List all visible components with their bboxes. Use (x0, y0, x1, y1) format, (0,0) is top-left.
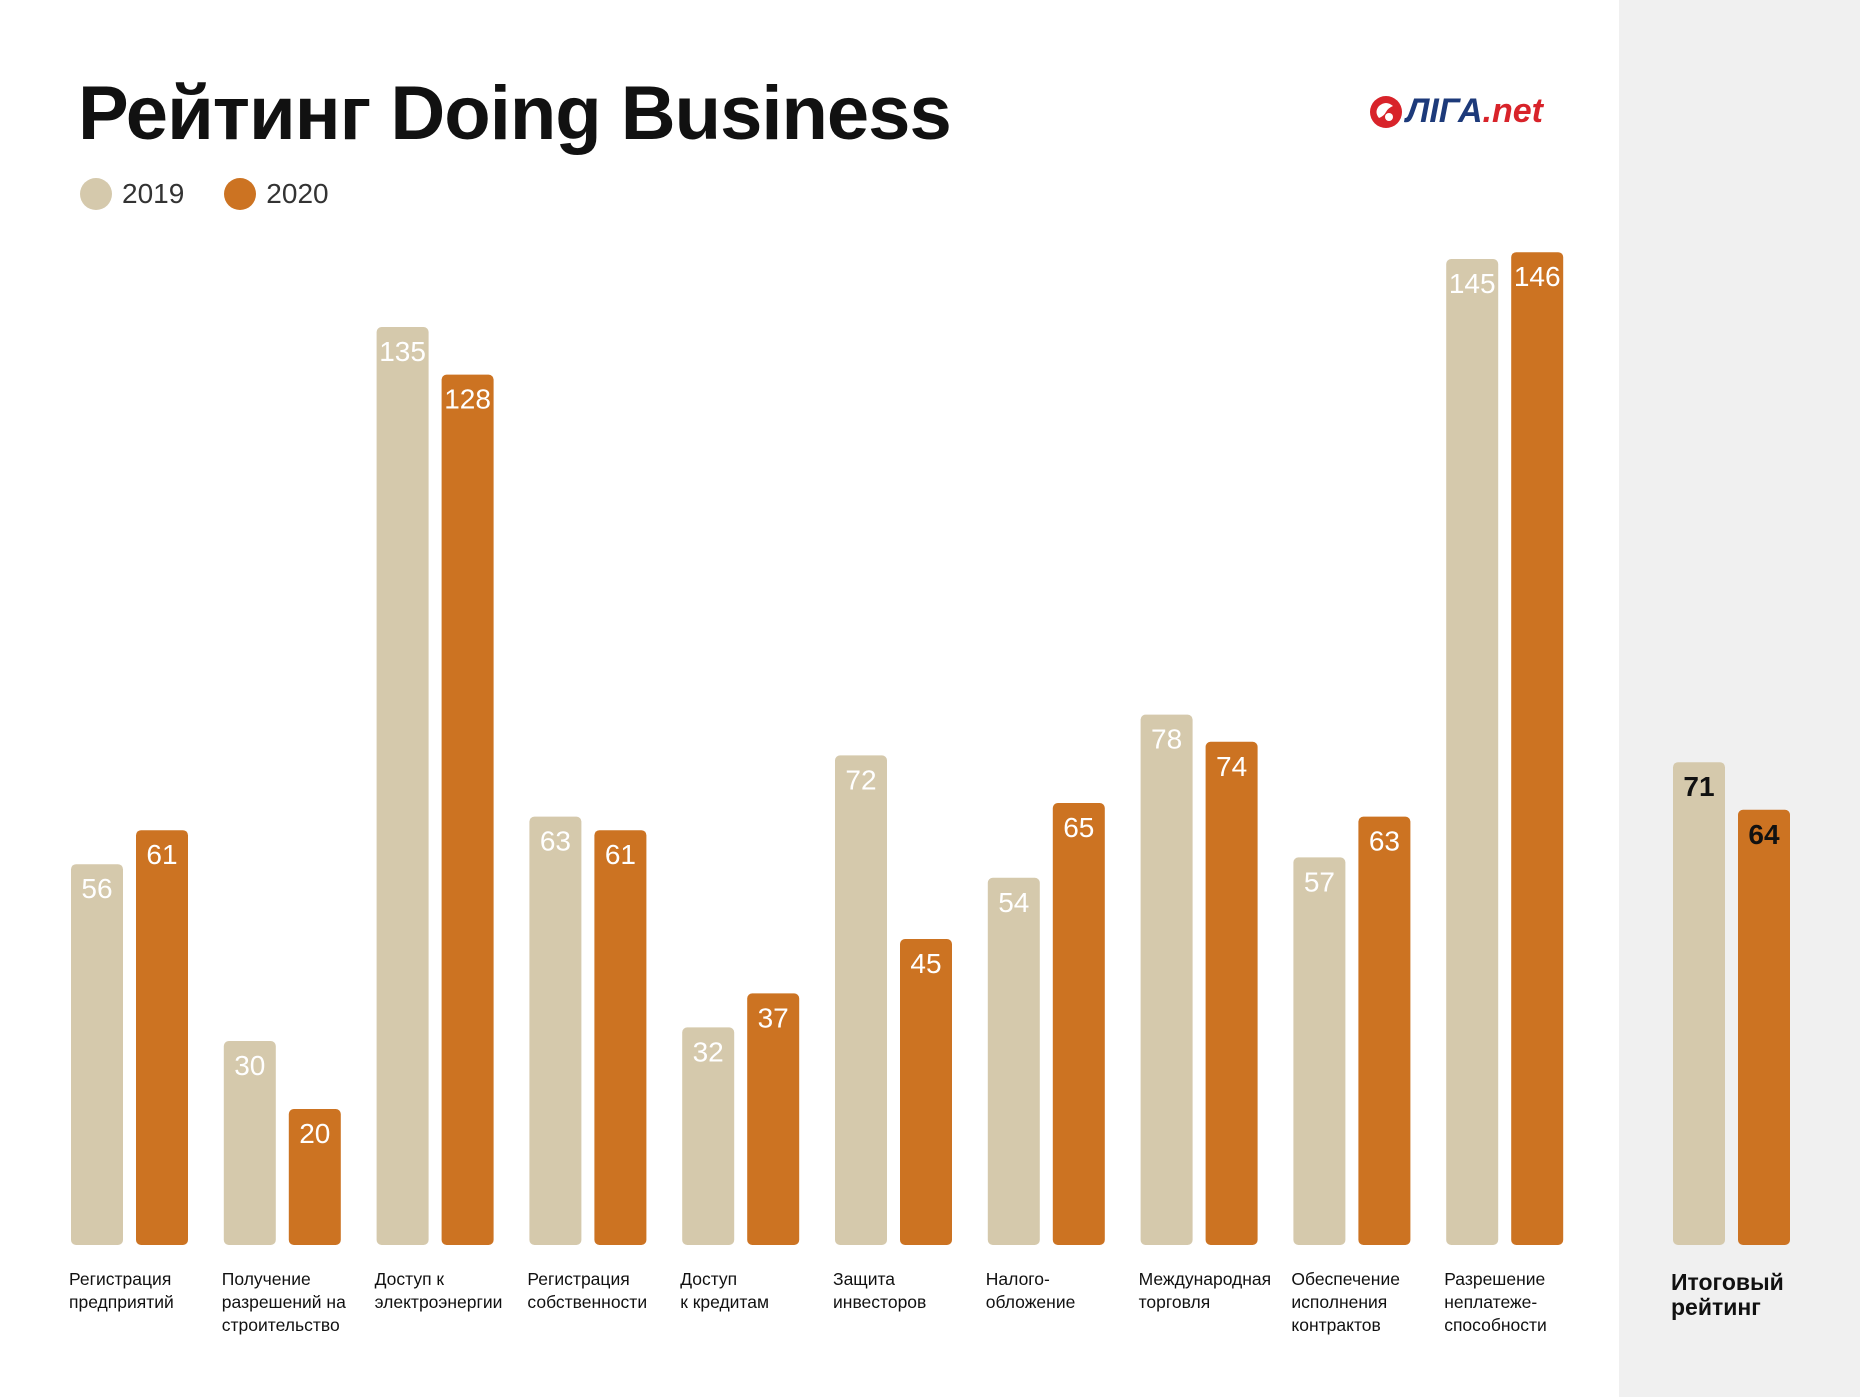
bar-2020-6 (1052, 803, 1105, 1245)
bar-label-2020-7: 74 (1216, 751, 1247, 782)
bar-label-2020-1: 20 (299, 1118, 330, 1149)
bar-2019-8 (1293, 857, 1346, 1245)
summary-label-2019: 71 (1683, 771, 1714, 802)
category-label-line: разрешений на (222, 1292, 346, 1312)
category-label-line: Защита (833, 1269, 895, 1289)
category-label-line: Налого- (986, 1269, 1050, 1289)
category-label-line: торговля (1139, 1292, 1211, 1312)
category-label-line: Разрешение (1444, 1269, 1545, 1289)
category-label-7: Международная торговля (1139, 1269, 1272, 1312)
category-label-1: Получение разрешений на строительство (222, 1269, 346, 1335)
bar-label-2019-9: 145 (1449, 268, 1496, 299)
bar-2019-6 (987, 877, 1040, 1245)
legend-item-2019: 2019 (80, 178, 184, 210)
bar-2020-3 (594, 830, 647, 1245)
category-label-6: Налого-обложение (986, 1269, 1076, 1312)
category-label-line: Регистрация (69, 1269, 171, 1289)
category-label-line: Регистрация (527, 1269, 629, 1289)
category-label-line: Получение (222, 1269, 311, 1289)
bar-2020-9 (1511, 252, 1564, 1245)
bar-label-2020-2: 128 (444, 384, 491, 415)
liga-logo: ЛІГА.net (1368, 92, 1543, 131)
bar-label-2019-1: 30 (234, 1050, 265, 1081)
category-label-line: контрактов (1291, 1315, 1380, 1335)
bar-2019-9 (1446, 259, 1499, 1245)
liga-logo-text: ЛІГА.net (1406, 92, 1543, 131)
liga-logo-accent: .net (1482, 92, 1543, 130)
summary-bar-2019 (1673, 762, 1725, 1245)
bar-label-2020-0: 61 (146, 839, 177, 870)
category-label-3: Регистрация собственности (527, 1269, 647, 1312)
summary-label-2020: 64 (1748, 819, 1780, 850)
legend-swatch-2020 (224, 178, 257, 210)
legend: 2019 2020 (80, 178, 369, 210)
category-label-line: строительство (222, 1315, 340, 1335)
bar-label-2019-0: 56 (81, 873, 112, 904)
legend-label-2019: 2019 (122, 178, 185, 209)
summary-label-line: Итоговый (1671, 1269, 1784, 1295)
category-label-line: Доступ к (375, 1269, 445, 1289)
bar-2019-5 (835, 755, 887, 1245)
legend-item-2020: 2020 (224, 178, 329, 210)
summary-category-label: Итоговый рейтинг (1671, 1269, 1784, 1320)
category-label-line: Международная (1139, 1269, 1272, 1289)
bar-label-2020-3: 61 (605, 839, 636, 870)
category-label-line: Обеспечение (1291, 1269, 1400, 1289)
bar-label-2019-3: 63 (540, 826, 571, 857)
bar-label-2019-2: 135 (379, 336, 426, 367)
bar-label-2019-6: 54 (998, 887, 1029, 918)
category-label-line: обложение (986, 1292, 1076, 1312)
bar-2020-5 (900, 939, 952, 1245)
chart-title: Рейтинг Doing Business (78, 71, 952, 156)
bar-label-2019-5: 72 (845, 764, 876, 795)
category-label-line: электроэнергии (375, 1292, 503, 1312)
bar-label-2020-9: 146 (1514, 261, 1561, 292)
liga-logo-main: ЛІГА (1406, 92, 1483, 130)
category-label-4: Доступ к кредитам (680, 1269, 769, 1312)
category-label-9: Разрешение неплатеже-способности (1444, 1269, 1547, 1335)
category-label-line: к кредитам (680, 1292, 769, 1312)
bar-label-2019-8: 57 (1304, 866, 1335, 897)
liga-logo-icon (1370, 95, 1402, 128)
bar-label-2019-7: 78 (1151, 724, 1182, 755)
summary-bar-2020 (1738, 809, 1790, 1245)
category-label-line: исполнения (1291, 1292, 1387, 1312)
summary-label-line: рейтинг (1671, 1294, 1761, 1320)
bar-2020-4 (747, 993, 800, 1245)
bar-label-2020-8: 63 (1369, 826, 1400, 857)
category-label-line: неплатеже- (1444, 1292, 1537, 1312)
category-label-line: инвесторов (833, 1292, 926, 1312)
bar-2019-0 (71, 864, 123, 1245)
category-label-line: Доступ (680, 1269, 737, 1289)
category-label-2: Доступ к электроэнергии (375, 1269, 503, 1312)
bar-2019-4 (682, 1027, 735, 1245)
category-label-line: собственности (527, 1292, 647, 1312)
bar-2020-0 (136, 830, 188, 1245)
bar-label-2020-4: 37 (758, 1002, 789, 1033)
bar-label-2020-6: 65 (1063, 812, 1094, 843)
bar-label-2020-5: 45 (910, 948, 941, 979)
bar-2020-8 (1358, 816, 1411, 1245)
legend-swatch-2019 (80, 178, 112, 210)
bar-2020-1 (288, 1109, 341, 1245)
bar-2019-1 (223, 1041, 276, 1245)
bar-2019-7 (1140, 714, 1193, 1245)
category-label-5: Защита инвесторов (833, 1269, 926, 1312)
category-label-0: Регистрация предприятий (69, 1269, 174, 1312)
bar-label-2019-4: 32 (693, 1036, 724, 1067)
bar-2020-2 (441, 374, 494, 1246)
legend-label-2020: 2020 (266, 178, 329, 209)
category-label-line: предприятий (69, 1292, 174, 1312)
bar-2020-7 (1205, 741, 1258, 1245)
category-label-line: способности (1444, 1315, 1547, 1335)
category-label-8: Обеспечение исполнения контрактов (1291, 1269, 1400, 1335)
bar-2019-3 (529, 816, 582, 1245)
bar-2019-2 (376, 327, 429, 1245)
